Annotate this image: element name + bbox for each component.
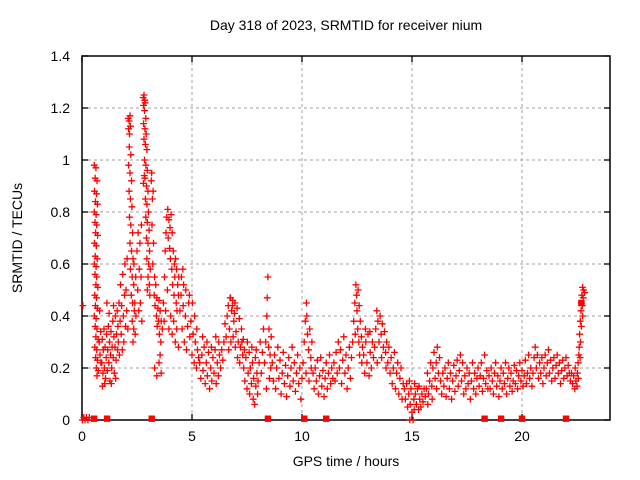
- flag-marker: [148, 415, 155, 422]
- y-tick-label: 1.2: [51, 100, 71, 116]
- x-tick-label: 5: [188, 428, 196, 444]
- x-tick-label: 15: [404, 428, 420, 444]
- flag-marker: [103, 415, 111, 422]
- flag-marker: [562, 415, 570, 422]
- flag-marker: [323, 415, 330, 422]
- y-tick-label: 1.4: [51, 48, 71, 64]
- y-tick-label: 0: [62, 412, 70, 428]
- scatter-points: [79, 91, 589, 424]
- y-tick-label: 0.4: [51, 308, 71, 324]
- plot-border: [81, 55, 611, 421]
- y-axis-label: SRMTID / TECUs: [9, 183, 25, 293]
- x-tick-label: 10: [294, 428, 310, 444]
- chart-title: Day 318 of 2023, SRMTID for receiver niu…: [210, 17, 482, 33]
- flag-marker: [578, 299, 585, 307]
- flag-marker: [518, 415, 526, 422]
- flag-marker: [90, 415, 98, 422]
- flag-marker: [497, 415, 505, 422]
- x-tick-label: 20: [514, 428, 530, 444]
- y-tick-label: 0.8: [51, 204, 71, 220]
- y-tick-label: 1: [62, 152, 70, 168]
- flag-marker: [264, 415, 272, 422]
- y-tick-label: 0.2: [51, 360, 71, 376]
- flag-marker: [301, 415, 308, 422]
- y-tick-label: 0.6: [51, 256, 71, 272]
- x-axis-label: GPS time / hours: [293, 453, 400, 469]
- flag-marker: [481, 415, 488, 422]
- x-tick-label: 0: [78, 428, 86, 444]
- plot-area: 0 5 10 15 20 0 0.2 0.4 0.6 0.8 1 1.2 1.4: [51, 48, 611, 444]
